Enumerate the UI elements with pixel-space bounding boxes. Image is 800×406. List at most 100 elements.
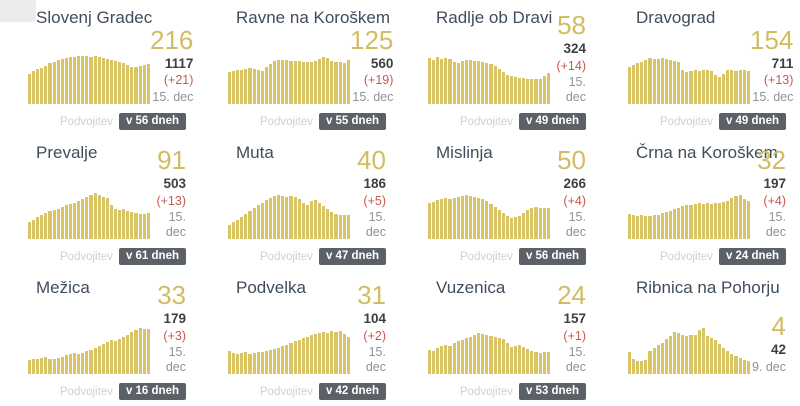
bar [52, 359, 56, 374]
municipality-card-vuzenica[interactable]: Vuzenica 24 157 (+1) 15. dec Podvojitev … [400, 270, 600, 406]
bar [40, 67, 44, 104]
bar [522, 78, 526, 104]
bar [313, 333, 318, 374]
bar [240, 69, 244, 104]
bar [244, 68, 248, 104]
bar [734, 195, 738, 239]
municipality-card-slovenj-gradec[interactable]: Slovenj Gradec 216 1117 (+21) 15. dec Po… [0, 0, 200, 135]
bar [689, 334, 693, 374]
bar [130, 332, 134, 374]
bar [97, 57, 101, 104]
bar [468, 336, 473, 374]
bar [689, 205, 693, 239]
total-cases-value: 503 [163, 176, 186, 192]
bar [285, 344, 289, 374]
bar [526, 210, 530, 239]
bar [685, 72, 689, 104]
daily-change-value: (+21) [163, 73, 194, 88]
bar [273, 349, 277, 374]
bar [468, 195, 473, 239]
bar [477, 197, 481, 239]
bar [509, 76, 513, 104]
bar [656, 214, 660, 239]
doubling-badge: v 49 dneh [518, 113, 586, 130]
bar [489, 63, 493, 104]
bar [277, 195, 281, 239]
bar [681, 334, 685, 374]
doubling-label: Podvojitev [459, 385, 513, 398]
municipality-card-ribnica-na-pohorju[interactable]: Ribnica na Pohorju 4 42 9. dec [600, 270, 800, 406]
bar [28, 73, 32, 104]
bar [509, 217, 513, 239]
doubling-label: Podvojitev [459, 250, 513, 263]
bar [677, 333, 681, 374]
bar [289, 60, 293, 104]
municipality-card-muta[interactable]: Muta 40 186 (+5) 15. dec Podvojitev v 47… [200, 135, 400, 270]
daily-change-value: (+5) [363, 193, 386, 208]
bar [346, 215, 350, 239]
card-title: Mežica [36, 278, 90, 297]
bar [518, 345, 522, 374]
municipality-card-podvelka[interactable]: Podvelka 31 104 (+2) 15. dec Podvojitev … [200, 270, 400, 406]
bar [677, 61, 681, 104]
bar [542, 351, 546, 374]
municipality-card-mezica[interactable]: Mežica 33 179 (+3) 15. dec Podvojitev v … [0, 270, 200, 406]
stats-block: 154 711 (+13) 15. dec [750, 27, 793, 104]
doubling-label: Podvojitev [259, 115, 313, 128]
bar [146, 329, 150, 374]
bar [742, 198, 746, 239]
bar [89, 350, 93, 374]
bar [44, 357, 48, 374]
bar [118, 338, 122, 374]
card-title: Mislinja [436, 143, 493, 162]
daily-change-value: (+13) [156, 193, 186, 208]
municipality-card-dravograd[interactable]: Dravograd 154 711 (+13) 15. dec Podvojit… [600, 0, 800, 135]
doubling-footer: Podvojitev v 55 dneh [228, 113, 386, 130]
bar [326, 209, 330, 239]
bar [244, 214, 248, 239]
bar [428, 203, 432, 239]
bar [252, 208, 256, 239]
bar [64, 355, 68, 374]
bar [301, 338, 305, 374]
municipality-card-ravne-na-koroskem[interactable]: Ravne na Koroškem 125 560 (+19) 15. dec … [200, 0, 400, 135]
bar [52, 210, 56, 239]
bar [693, 70, 697, 104]
bar [146, 63, 150, 104]
bar [48, 63, 52, 104]
bar [256, 351, 260, 374]
bar [440, 58, 444, 104]
municipality-card-prevalje[interactable]: Prevalje 91 503 (+13) 15. dec Podvojitev… [0, 135, 200, 270]
bar [530, 351, 534, 374]
bar [513, 77, 518, 104]
bar [436, 347, 440, 374]
bar [342, 62, 346, 104]
bar [60, 207, 64, 239]
bar [640, 361, 644, 374]
bar [640, 61, 644, 104]
municipality-card-crna-na-koroskem[interactable]: Črna na Koroškem 32 197 (+4) 15. dec Pod… [600, 135, 800, 270]
total-cases-value: 560 [370, 55, 394, 71]
bar [701, 69, 705, 104]
bar [105, 341, 109, 374]
bar [497, 210, 501, 239]
bar [60, 356, 64, 374]
last-update-date: 15. dec [365, 345, 386, 374]
bar [240, 216, 244, 239]
stats-block: 50 266 (+4) 15. dec [550, 147, 586, 239]
municipality-card-radlje-ob-dravi[interactable]: Radlje ob Dravi 58 324 (+14) 15. dec Pod… [400, 0, 600, 135]
total-cases-value: 197 [763, 176, 786, 192]
bar [256, 70, 260, 104]
doubling-badge: v 56 dneh [118, 113, 186, 130]
bar [56, 358, 60, 374]
bar [268, 350, 273, 374]
bar [244, 352, 248, 374]
bar [628, 214, 632, 239]
municipality-card-mislinja[interactable]: Mislinja 50 266 (+4) 15. dec Podvojitev … [400, 135, 600, 270]
bar [252, 352, 256, 374]
bar [236, 219, 240, 239]
bar [305, 205, 309, 239]
bar [481, 198, 485, 239]
bar [742, 359, 746, 374]
